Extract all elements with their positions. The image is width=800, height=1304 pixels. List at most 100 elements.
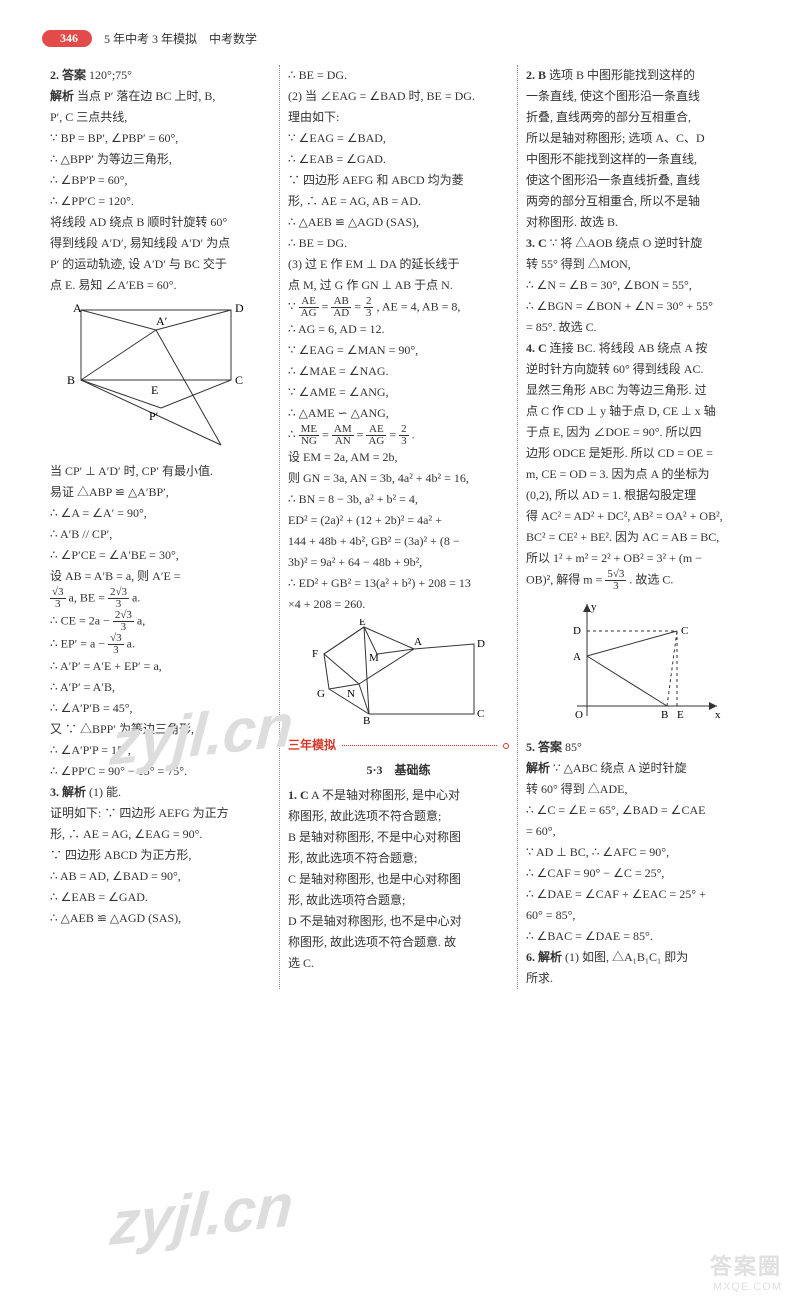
f1d: 3 [50,599,66,610]
c3q4-l0: 连接 BC. 将线段 AB 绕点 A 按 [550,341,708,355]
r2h: ∴ [288,427,296,441]
c2q1-head: 1. C A 不是轴对称图形, 是中心对 [288,785,509,806]
r2m2: = [357,427,364,441]
r1m2: = [354,299,361,313]
c3q5-l8: ∴ ∠BAC = ∠DAE = 85°. [526,926,748,947]
c2b-l1: ∵ ∠EAG = ∠MAN = 90°, [288,340,509,361]
epfd: 3 [108,645,124,656]
r2f4d: 3 [399,436,409,447]
q2b-l0: ∴ A′P′ = A′E + EP′ = a, [50,656,271,677]
c2c-l7: ×4 + 208 = 260. [288,594,509,615]
c2c-l3: ED² = (2a)² + (12 + 2b)² = 4a² + [288,510,509,531]
c3q5-ans-label: 答案 [538,740,562,754]
fig3-x: x [715,709,721,721]
c3q2-l1: 一条直线, 使这个图形沿一条直线 [526,86,748,107]
c3q3-l3: ∴ ∠BGN = ∠BON + ∠N = 30° + 55° [526,296,748,317]
q2-l1: P′, C 三点共线, [50,107,271,128]
page-number-pill: 346 [42,30,92,47]
q3-number: 3. [50,785,59,799]
c2q1-l6: D 不是轴对称图形, 也不是中心对 [288,911,509,932]
f1t: a, BE = [69,590,105,604]
fig3-C: C [681,625,688,637]
ce-h: ∴ CE = 2a − [50,613,110,627]
c2a-l4: ∴ ∠EAB = ∠GAD. [288,149,509,170]
fig1-C: C [235,373,243,387]
q2-af0: 当 CP′ ⊥ A′D′ 时, CP′ 有最小值. [50,461,271,482]
fig1-Pp: P′ [149,409,159,423]
c3q2-l2: 折叠, 直线两旁的部分互相重合, [526,107,748,128]
q2-af2: ∴ ∠A = ∠A′ = 90°, [50,503,271,524]
ce-t: a, [137,613,145,627]
c3q4-head: 4. C 连接 BC. 将线段 AB 绕点 A 按 [526,338,748,359]
c2b-l2: ∴ ∠MAE = ∠NAG. [288,361,509,382]
c2b-l0: ∴ AG = 6, AD = 12. [288,319,509,340]
circle-icon [503,743,509,749]
q2b-l4: ∴ ∠A′P′P = 15°, [50,740,271,761]
c3q5-exp-label: 解析 [526,761,550,775]
fig2-B: B [363,715,370,724]
fig3-y: y [591,601,597,613]
q2-af3: ∴ A′B // CP′, [50,524,271,545]
r2f1d: NG [299,436,320,447]
section-title: 5·3 基础练 [288,760,509,781]
q3-l1: 形, ∴ AE = AG, ∠EAG = 90°. [50,824,271,845]
fig2-C: C [477,708,484,720]
q2-exp-head: 解析 当点 P′ 落在边 BC 上时, B, [50,86,271,107]
q2-l7: 得到线段 A′D′, 易知线段 A′D′ 为点 [50,233,271,254]
r2f3d: AG [366,436,386,447]
fig2-A: A [414,636,422,648]
c2c-l2: ∴ BN = 8 − 3b, a² + b² = 4, [288,489,509,510]
c3q6-head: 6. 解析 (1) 如图, △A₁B₁C₁ 即为 [526,947,748,968]
c3q4-l9: BC² = CE² + BE². 因为 AC = AB = BC, [526,527,748,548]
c2a-l9: (3) 过 E 作 EM ⊥ DA 的延长线于 [288,254,509,275]
fig2-G: G [317,688,325,700]
q2-af1: 易证 △ABP ≌ △A′BP′, [50,482,271,503]
c3q6-l1: 所求. [526,968,748,989]
c2a-l8: ∴ BE = DG. [288,233,509,254]
c3q3-l4: = 85°. 故选 C. [526,317,748,338]
c2q1-l7: 称图形, 故此选项不符合题意. 故 [288,932,509,953]
c2q1-l2: B 是轴对称图形, 不是中心对称图 [288,827,509,848]
c3q5-l3: = 60°, [526,821,748,842]
c3q5-l7: 60° = 85°, [526,905,748,926]
header-title: 5 年中考 3 年模拟 中考数学 [104,30,257,47]
q2-l2: ∵ BP = BP′, ∠PBP′ = 60°, [50,128,271,149]
q3-line: 3. 解析 (1) 能. [50,782,271,803]
q3-l5: ∴ △AEB ≌ △AGD (SAS), [50,908,271,929]
c3q2-l4: 中图形不能找到这样的一条直线, [526,149,748,170]
page-header: 346 5 年中考 3 年模拟 中考数学 [42,30,758,47]
column-1: 2. 答案 120°;75° 解析 当点 P′ 落在边 BC 上时, B, P′… [42,65,280,989]
brand-small: MXQE.COM [710,1281,782,1294]
brand-big: 答案圈 [710,1254,782,1280]
c3q4fd: 3 [605,581,626,592]
fig3-B: B [661,709,668,721]
r1m: = [322,299,329,313]
c3q4-l4: 于点 E, 因为 ∠DOE = 90°. 所以四 [526,422,748,443]
f2t: a. [132,590,140,604]
q2-line: 2. 答案 120°;75° [50,65,271,86]
c2a-l6: 形, ∴ AE = AG, AB = AD. [288,191,509,212]
watermark-2: zyjl.cn [108,1170,295,1259]
fig1-Ap: A′ [156,314,168,328]
c2a-l3: ∵ ∠EAG = ∠BAD, [288,128,509,149]
ce-line: ∴ CE = 2a − 2√33 a, [50,610,271,633]
ratio-line-2: ∴ MENG = AMAN = AEAG = 23 . [288,424,509,447]
q2-answer-label: 答案 [62,68,86,82]
c3q5-exp: 解析 ∵ △ABC 绕点 A 逆时针旋 [526,758,748,779]
fig3-E: E [677,709,684,721]
q3-part: (1) 能. [89,785,121,799]
mock-label: 三年模拟 [288,735,336,756]
r2f2d: AN [332,436,354,447]
r1t: , AE = 4, AB = 8, [376,299,460,313]
c2c-l0: 设 EM = 2a, AM = 2b, [288,447,509,468]
mock-row: 三年模拟 [288,735,509,756]
c3q4-l6: m, CE = OD = 3. 因为点 A 的坐标为 [526,464,748,485]
q2b-l3: 又 ∵ △BPP′ 为等边三角形, [50,719,271,740]
q2-l0: 当点 P′ 落在边 BC 上时, B, [77,89,215,103]
c3q2-l3: 所以是轴对称图形; 选项 A、C、D [526,128,748,149]
figure-1: A D A′ B C E P′ [50,300,271,457]
q2b-l5: ∴ ∠PP′C = 90° − 15° = 75°. [50,761,271,782]
q3-exp-label: 解析 [62,785,86,799]
fig2-M: M [369,652,379,664]
frac-line-1: √33 a, BE = 2√33 a. [50,587,271,610]
